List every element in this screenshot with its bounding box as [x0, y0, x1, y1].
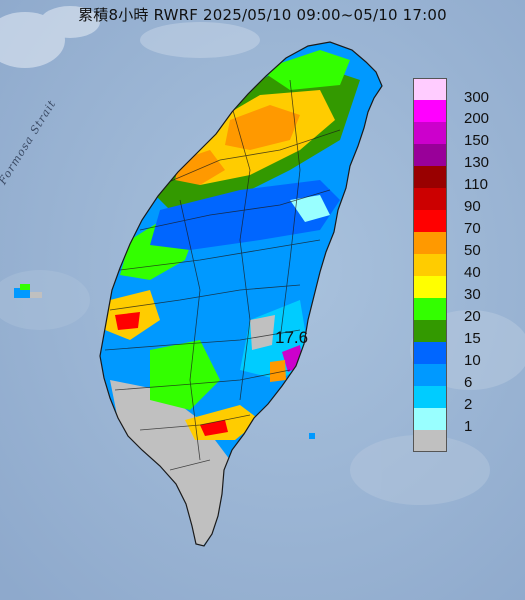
- taiwan-coastline: [99, 41, 383, 547]
- legend-tick-label: 130: [464, 154, 490, 171]
- legend-swatch: 1: [413, 408, 472, 435]
- legend-swatch: 150: [413, 122, 489, 149]
- legend-tick-label: 200: [464, 110, 490, 127]
- legend-swatch: 300: [413, 78, 489, 106]
- small-rain-patch: [14, 284, 315, 439]
- legend-swatch: 30: [413, 276, 481, 303]
- legend-swatch: 10: [413, 342, 481, 369]
- legend-swatch: [413, 430, 447, 452]
- legend-tick-label: 15: [464, 330, 481, 347]
- legend-tick-label: 150: [464, 132, 490, 149]
- legend-swatch: 110: [413, 166, 488, 193]
- legend-swatch: 200: [413, 100, 489, 127]
- legend-tick-label: 20: [464, 308, 481, 325]
- map-title: 累積8小時 RWRF 2025/05/10 09:00~05/10 17:00: [78, 6, 447, 24]
- legend-tick-label: 300: [464, 89, 490, 106]
- legend-swatch: 130: [413, 144, 489, 171]
- legend-tick-label: 40: [464, 264, 481, 281]
- legend-swatch: 15: [413, 320, 481, 347]
- legend-tick-label: 1: [464, 418, 473, 435]
- max-rainfall-label: 17.6: [275, 328, 309, 347]
- legend-tick-label: 2: [464, 396, 473, 413]
- legend-swatch: 90: [413, 188, 481, 215]
- legend-tick-label: 10: [464, 352, 481, 369]
- legend-tick-label: 110: [464, 176, 488, 193]
- legend-swatch: 2: [413, 386, 472, 413]
- legend-tick-label: 6: [464, 374, 473, 391]
- legend-tick-label: 70: [464, 220, 481, 237]
- rainfall-legend: 300 200 150 130 110 90 70 50 40 30 20 15 10 6 2 1: [413, 78, 489, 452]
- legend-tick-label: 90: [464, 198, 481, 215]
- legend-swatch: 40: [413, 254, 481, 281]
- legend-swatch: 6: [413, 364, 472, 391]
- legend-swatch: 20: [413, 298, 481, 325]
- legend-swatch: 70: [413, 210, 481, 237]
- legend-swatch: 50: [413, 232, 481, 259]
- legend-tick-label: 50: [464, 242, 481, 259]
- legend-tick-label: 30: [464, 286, 481, 303]
